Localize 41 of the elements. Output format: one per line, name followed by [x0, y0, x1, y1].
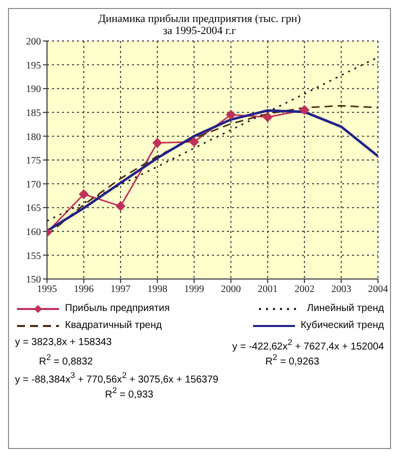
- x-tick-label: 1998: [147, 284, 168, 296]
- y-tick-label: 155: [26, 250, 41, 262]
- legend-label: Квадратичный тренд: [65, 320, 162, 331]
- x-tick-label: 2004: [368, 284, 388, 296]
- y-tick-label: 150: [26, 274, 41, 286]
- text: R$^{2}$ = 0,9263: [264, 352, 320, 368]
- chart-subtitle: за 1995-2004 г.г: [162, 25, 237, 37]
- y-tick-label: 200: [26, 36, 41, 48]
- y-tick-label: 190: [26, 84, 41, 96]
- point: [299, 105, 310, 116]
- x-tick-label: 1995: [37, 284, 57, 296]
- text: y = 3823,8x + 158343: [15, 337, 113, 350]
- y-tick-label: 170: [26, 179, 41, 190]
- text: y = -422,62x$^{2}$ + 7627,4x + 152004: [231, 337, 384, 352]
- legend-label: Линейный тренд: [307, 303, 384, 314]
- x-tick-label: 2002: [294, 284, 314, 296]
- text: y = -88,384x$^{3}$ + 770,56x$^{2}$ + 3075,6x + 156379: [15, 370, 220, 385]
- point: [262, 112, 273, 122]
- x-tick-label: 2000: [220, 284, 241, 296]
- legend-label: Кубический тренд: [300, 320, 384, 331]
- x-tick-label: 1999: [184, 284, 204, 296]
- y-tick-label: 195: [26, 60, 41, 72]
- y-tick-label: 185: [26, 108, 41, 119]
- chart-title: Динамика прибыли предприятия (тыс. грн): [97, 13, 302, 25]
- y-tick-label: 180: [26, 132, 41, 143]
- x-tick-label: 1997: [110, 284, 131, 296]
- y-tick-label: 165: [26, 203, 41, 214]
- x-tick-label: 2001: [258, 284, 278, 296]
- point: [116, 201, 126, 212]
- y-tick-label: 175: [26, 156, 41, 167]
- point: [78, 189, 89, 200]
- point: [226, 110, 236, 120]
- point: [189, 136, 200, 147]
- x-tick-label: 2003: [331, 284, 352, 296]
- x-tick-label: 1996: [74, 284, 94, 296]
- legend-label: Прибыль предприятия: [65, 303, 170, 314]
- line-series: [47, 56, 378, 222]
- point: [152, 138, 162, 148]
- y-tick-label: 160: [26, 226, 41, 238]
- text: R$^{2}$ = 0,8832: [38, 352, 94, 368]
- text: R$^{2}$ = 0,933: [104, 384, 154, 400]
